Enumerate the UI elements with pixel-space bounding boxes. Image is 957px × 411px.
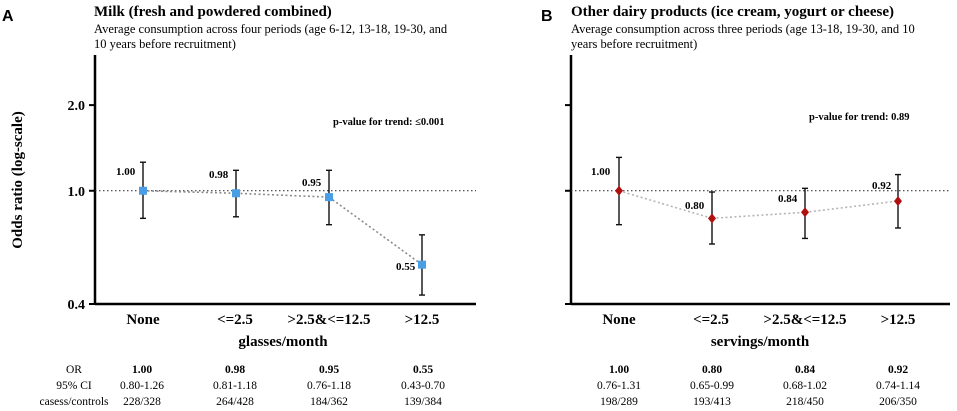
panel-a-trend-segment-0: [142, 189, 237, 195]
panel-b-x-tick-label-2: >2.5&<=12.5: [763, 312, 846, 328]
panel-a-trend-segment-2: [328, 196, 423, 266]
panel-b-point-1: [708, 213, 716, 224]
panel-a-subtitle-line-2: 10 years before recruitment): [94, 37, 236, 51]
panel-a-error-bars: [140, 161, 425, 296]
panel-b-p-trend: p-value for trend: 0.89: [809, 112, 910, 123]
panel-a-y-tick-label-0.4: 0.4: [68, 298, 86, 313]
panel-a-table-or-0: 1.00: [132, 364, 152, 376]
panel-b-table-ci-2: 0.68-1.02: [783, 380, 827, 392]
panel-a-point-label-3: 0.55: [396, 261, 416, 273]
panel-a-table-cases-2: 184/362: [310, 396, 348, 408]
panel-a-trend-lines: [142, 189, 423, 266]
panel-a-table-ci-0: 0.80-1.26: [120, 380, 164, 392]
panel-b-trend-lines: [618, 189, 899, 220]
panel-a-p-trend: p-value for trend: ≤0.001: [333, 117, 445, 128]
panel-a-x-tick-label-2: >2.5&<=12.5: [287, 312, 370, 328]
panel-b: B Other dairy products (ice cream, yogur…: [541, 4, 950, 408]
panel-b-table-cases-3: 206/350: [879, 396, 917, 408]
panel-b-point-labels: 1.00 0.80 0.84 0.92: [591, 166, 892, 212]
panel-a-point-2: [325, 193, 333, 202]
panel-b-table-or-1: 0.80: [702, 364, 722, 376]
panel-a-point-0: [139, 186, 147, 195]
panel-a-point-3: [418, 260, 426, 269]
panel-b-title: Other dairy products (ice cream, yogurt …: [571, 4, 894, 20]
panel-b-letter: B: [541, 8, 553, 25]
panel-b-x-tick-label-3: >12.5: [881, 312, 916, 328]
table-row-label-cases-controls: casess/controls: [40, 396, 110, 408]
panel-a-point-label-0: 1.00: [116, 166, 136, 178]
panel-a-table-ci-2: 0.76-1.18: [307, 380, 351, 392]
panel-a: A Milk (fresh and powdered combined) Ave…: [2, 4, 476, 408]
panel-b-table: 1.00 0.80 0.84 0.92 0.76-1.31 0.65-0.99 …: [597, 364, 920, 408]
panel-b-trend-segment-2: [804, 200, 899, 214]
panel-b-point-label-3: 0.92: [872, 180, 892, 192]
panel-a-table-or-1: 0.98: [225, 364, 245, 376]
panel-a-x-tick-labels: None <=2.5 >2.5&<=12.5 >12.5: [126, 312, 439, 328]
panel-b-point-label-1: 0.80: [685, 200, 705, 212]
panel-b-subtitle-line-2: years before recruitment): [571, 37, 697, 51]
panel-b-subtitle-line-1: Average consumption across three periods…: [571, 22, 915, 36]
panel-b-table-or-0: 1.00: [609, 364, 629, 376]
panel-a-x-tick-label-0: None: [126, 312, 160, 328]
panel-b-y-ticks: [565, 104, 571, 305]
panel-b-markers: [615, 185, 902, 224]
panel-a-point-label-1: 0.98: [209, 169, 229, 181]
panel-a-table-ci-3: 0.43-0.70: [401, 380, 445, 392]
panel-a-table-or-3: 0.55: [413, 364, 433, 376]
panel-b-table-ci-1: 0.65-0.99: [690, 380, 734, 392]
panel-b-table-ci-3: 0.74-1.14: [876, 380, 920, 392]
panel-a-subtitle-line-1: Average consumption across four periods …: [94, 22, 448, 36]
panel-a-x-axis-label: glasses/month: [238, 334, 328, 350]
panel-b-table-cases-0: 198/289: [600, 396, 638, 408]
panel-a-y-tick-label-1.0: 1.0: [68, 185, 86, 200]
panel-a-point-label-2: 0.95: [302, 177, 322, 189]
panel-b-point-2: [801, 207, 809, 218]
panel-a-letter: A: [2, 8, 14, 25]
panel-b-point-label-2: 0.84: [778, 193, 798, 205]
panel-b-table-or-3: 0.92: [888, 364, 908, 376]
panel-a-point-1: [232, 189, 240, 198]
panel-a-x-tick-label-1: <=2.5: [217, 312, 253, 328]
panel-b-x-tick-label-1: <=2.5: [693, 312, 729, 328]
panel-a-title: Milk (fresh and powdered combined): [94, 4, 332, 20]
panel-a-trend-segment-1: [235, 192, 330, 198]
panel-b-table-cases-2: 218/450: [786, 396, 824, 408]
panel-a-point-labels: 1.00 0.98 0.95 0.55: [116, 166, 416, 273]
panel-a-table-or-2: 0.95: [319, 364, 339, 376]
panel-a-table-cases-0: 228/328: [123, 396, 161, 408]
panel-b-point-3: [894, 196, 902, 207]
panel-b-table-or-2: 0.84: [795, 364, 815, 376]
table-row-label-ci: 95% CI: [56, 380, 92, 392]
panel-b-x-axis-label: servings/month: [711, 334, 810, 350]
panel-a-table-cases-1: 264/428: [216, 396, 254, 408]
panel-b-x-tick-label-0: None: [602, 312, 636, 328]
panel-b-trend-segment-1: [711, 211, 806, 220]
panel-b-table-cases-1: 193/413: [693, 396, 731, 408]
panel-a-table: OR 95% CI casess/controls 1.00 0.98 0.95…: [40, 364, 446, 408]
panel-b-error-bars: [616, 156, 901, 245]
panel-a-table-cases-3: 139/384: [404, 396, 442, 408]
panel-a-y-axis-label: Odds ratio (log-scale): [10, 111, 26, 248]
table-row-label-or: OR: [66, 364, 82, 376]
panel-a-x-tick-label-3: >12.5: [405, 312, 440, 328]
panel-a-y-ticks: 0.4 1.0 2.0: [68, 99, 95, 313]
panel-b-point-label-0: 1.00: [591, 166, 611, 178]
panel-a-markers: [139, 186, 426, 269]
panel-b-x-tick-labels: None <=2.5 >2.5&<=12.5 >12.5: [602, 312, 915, 328]
panel-a-y-tick-label-2.0: 2.0: [68, 99, 86, 114]
panel-b-table-ci-0: 0.76-1.31: [597, 380, 641, 392]
panel-b-point-0: [615, 185, 623, 196]
panel-a-table-ci-1: 0.81-1.18: [213, 380, 257, 392]
